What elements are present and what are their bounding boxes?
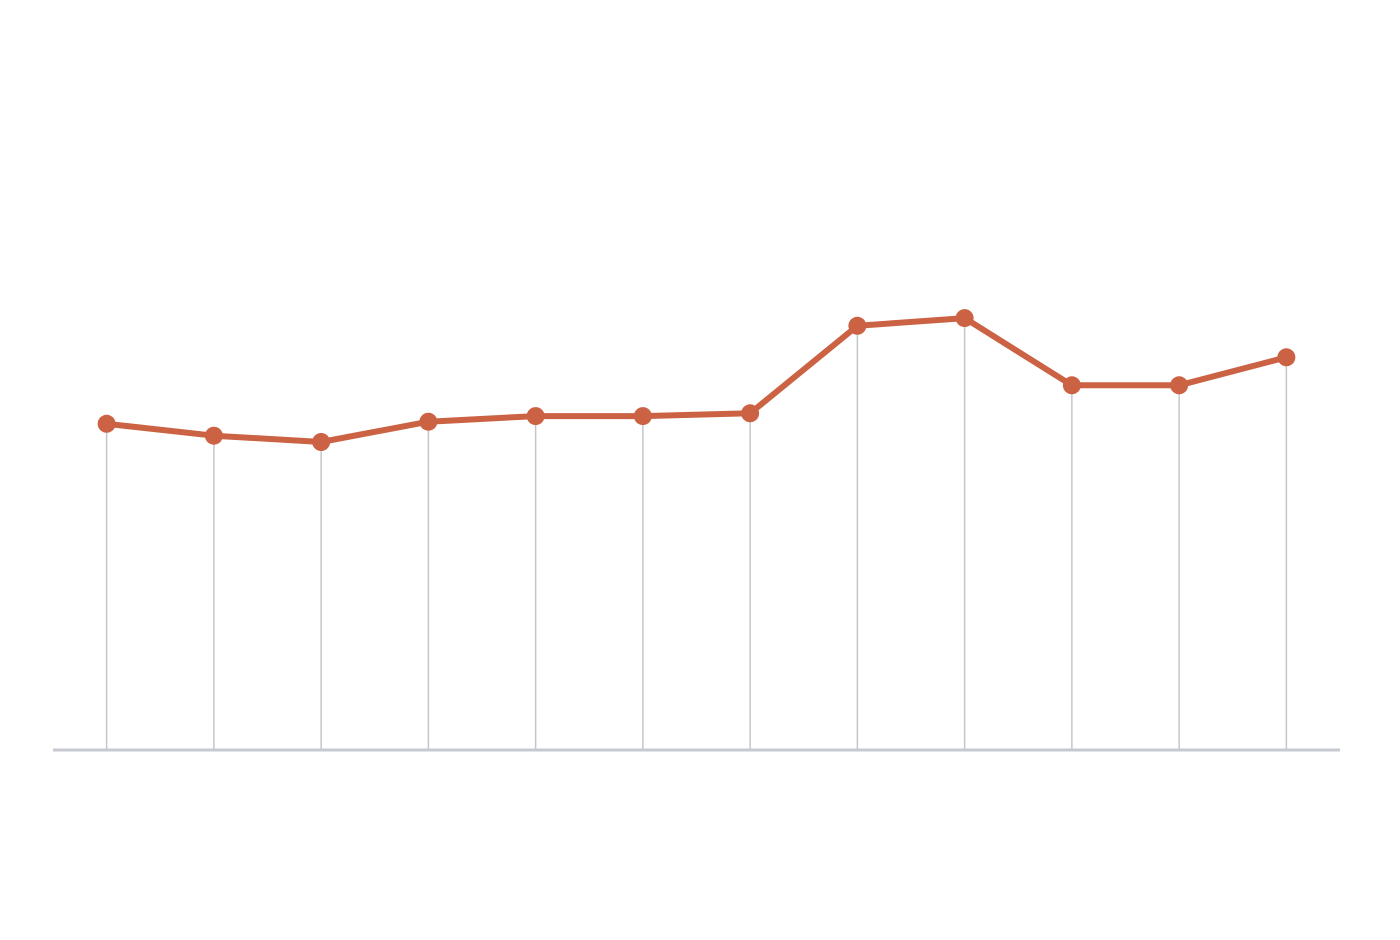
point xyxy=(955,309,974,328)
point xyxy=(97,414,116,433)
point xyxy=(1062,376,1081,395)
point xyxy=(1170,376,1189,395)
point xyxy=(741,404,760,423)
line xyxy=(106,315,1288,445)
point xyxy=(419,412,438,431)
point xyxy=(633,407,652,426)
point xyxy=(1277,348,1296,367)
point xyxy=(848,316,867,335)
point xyxy=(526,407,545,426)
point xyxy=(204,426,223,445)
point xyxy=(312,433,331,451)
